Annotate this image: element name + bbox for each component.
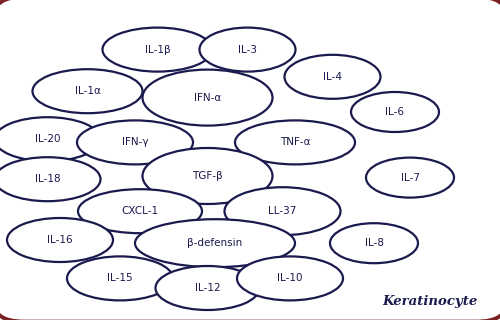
Text: IL-4: IL-4 bbox=[323, 72, 342, 82]
Ellipse shape bbox=[156, 266, 260, 310]
Ellipse shape bbox=[366, 157, 454, 197]
Ellipse shape bbox=[224, 187, 340, 235]
Ellipse shape bbox=[351, 92, 439, 132]
Text: TGF-β: TGF-β bbox=[192, 171, 223, 181]
Text: IL-3: IL-3 bbox=[238, 44, 257, 55]
Ellipse shape bbox=[32, 69, 142, 113]
Text: LL-37: LL-37 bbox=[268, 206, 296, 216]
Text: IL-6: IL-6 bbox=[386, 107, 404, 117]
Ellipse shape bbox=[102, 28, 212, 72]
Text: IL-12: IL-12 bbox=[194, 283, 220, 293]
Text: IL-18: IL-18 bbox=[34, 174, 60, 184]
Ellipse shape bbox=[284, 55, 380, 99]
Text: IL-15: IL-15 bbox=[107, 273, 133, 284]
Ellipse shape bbox=[0, 157, 100, 201]
Ellipse shape bbox=[235, 120, 355, 164]
Ellipse shape bbox=[200, 28, 296, 72]
Ellipse shape bbox=[67, 256, 173, 300]
Ellipse shape bbox=[7, 218, 113, 262]
Text: β-defensin: β-defensin bbox=[188, 238, 242, 248]
Text: IL-1β: IL-1β bbox=[144, 44, 171, 55]
Text: IL-16: IL-16 bbox=[47, 235, 73, 245]
Text: IFN-γ: IFN-γ bbox=[122, 137, 148, 148]
Text: IL-1α: IL-1α bbox=[74, 86, 101, 96]
Text: IL-10: IL-10 bbox=[277, 273, 303, 284]
Ellipse shape bbox=[78, 189, 202, 233]
Text: IL-20: IL-20 bbox=[35, 134, 60, 144]
Text: IFN-α: IFN-α bbox=[194, 92, 221, 103]
Text: TNF-α: TNF-α bbox=[280, 137, 310, 148]
Ellipse shape bbox=[77, 120, 193, 164]
Ellipse shape bbox=[142, 70, 272, 126]
Ellipse shape bbox=[0, 117, 100, 161]
Text: Keratinocyte: Keratinocyte bbox=[382, 295, 478, 308]
Text: IL-8: IL-8 bbox=[364, 238, 384, 248]
Text: CXCL-1: CXCL-1 bbox=[122, 206, 158, 216]
Ellipse shape bbox=[330, 223, 418, 263]
Text: IL-7: IL-7 bbox=[400, 172, 419, 183]
Ellipse shape bbox=[142, 148, 272, 204]
Ellipse shape bbox=[237, 256, 343, 300]
Ellipse shape bbox=[135, 219, 295, 267]
